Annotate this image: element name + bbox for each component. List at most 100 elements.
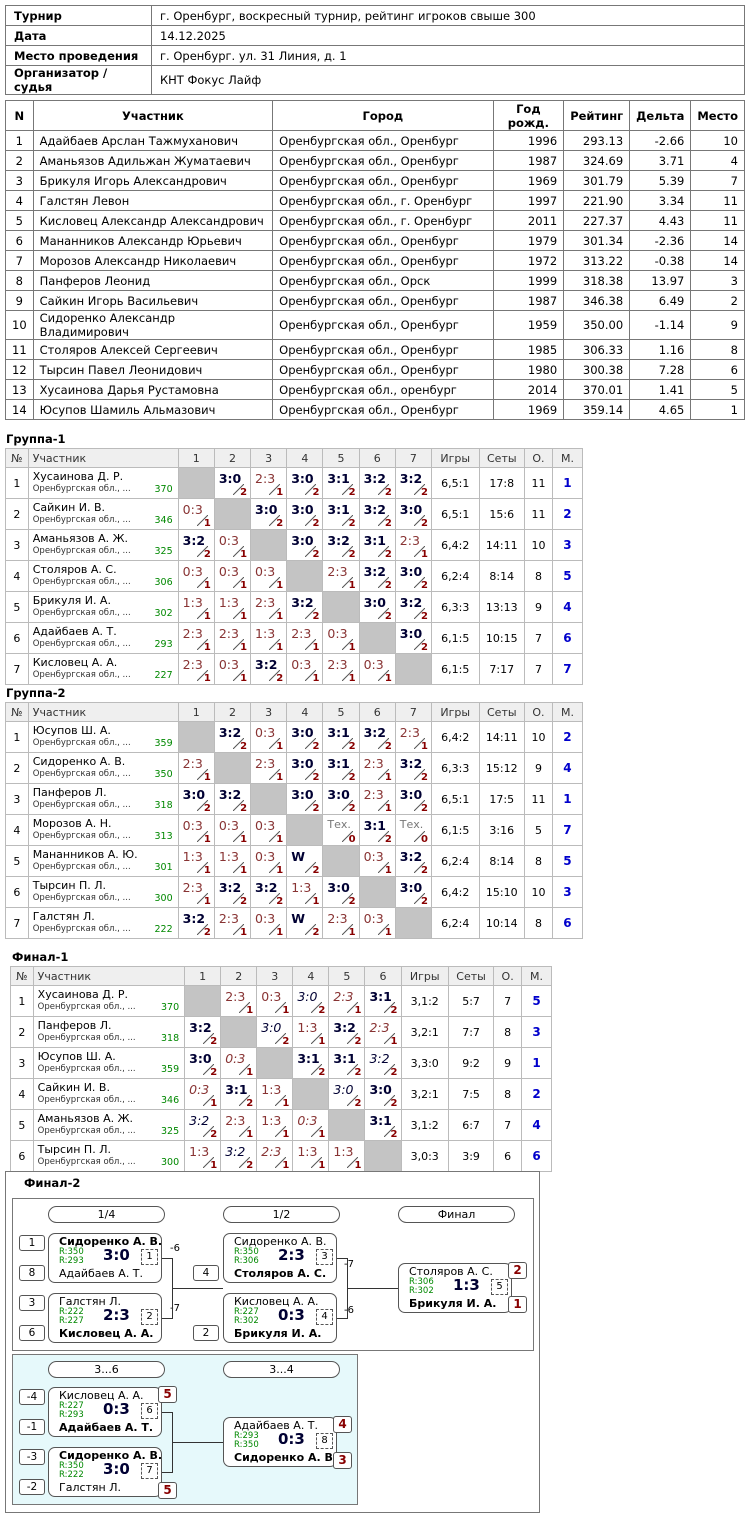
participant-cell: 2014 <box>492 379 565 400</box>
stage-label: Финал <box>398 1206 515 1223</box>
group-1-table: № Участник 1 2 3 4 5 6 7 Игры Сеты О. М. 1 Хусаинова Д… <box>5 448 584 685</box>
participant-cell: Оренбургская обл., г. Оренбург <box>272 190 494 211</box>
match-score: 2:3 <box>333 989 354 1004</box>
match-score: 1:3 <box>291 880 312 895</box>
slash-mark <box>239 1095 251 1106</box>
self-cell <box>213 752 252 784</box>
slash-mark <box>413 769 425 780</box>
match-score-cell: 3:1 2 <box>364 1109 402 1141</box>
match-box: Столяров А. С. Брикуля И. А. R:306 R:302 1:3… <box>398 1263 512 1313</box>
player-name: Юсупов Ш. А. <box>32 724 111 737</box>
group-row: 1 Юсупов Ш. А. Оренбургская обл., ... 359 3:… <box>5 721 584 753</box>
rating-1: R:222 <box>59 1307 84 1317</box>
participant-cell: 301.34 <box>563 230 631 251</box>
match-number: 2 <box>141 1309 158 1325</box>
match-score-cell: 0:3 1 <box>177 814 215 846</box>
games-cell: 6,4:2 <box>430 721 480 753</box>
participant-cell: 1980 <box>492 359 565 380</box>
group-row: 3 Юсупов Ш. А. Оренбургская обл., ... 359 3:… <box>10 1047 552 1079</box>
info-key: Место проведения <box>5 45 152 66</box>
sets-cell: 15:12 <box>478 752 526 784</box>
match-score: 1:3 <box>261 1113 282 1128</box>
player-city: Оренбургская обл., ... <box>32 546 131 556</box>
self-cell <box>286 560 324 592</box>
match-points: 1 <box>210 1098 218 1109</box>
rating-1: R:350 <box>234 1247 259 1257</box>
participant-cell: 4 <box>5 190 34 211</box>
self-cell <box>184 985 222 1017</box>
points-cell: 9 <box>524 591 553 623</box>
match-score: 3:2 <box>399 471 423 486</box>
match-score-cell: 1:3 1 <box>328 1140 366 1172</box>
participant-cell: Оренбургская обл., Оренбург <box>272 150 494 171</box>
match-points: 2 <box>203 803 211 814</box>
player-rating: 302 <box>154 608 173 619</box>
match-box: Галстян Л. Кисловец А. А. R:222 R:227 2:3 2 <box>48 1293 162 1343</box>
match-score: 2:3 <box>182 880 203 895</box>
match-points: 2 <box>421 611 428 622</box>
player-name: Брикуля И. А. <box>32 594 111 607</box>
participant-cell: 1 <box>5 130 34 151</box>
slash-mark <box>383 1002 395 1013</box>
match-points: 1 <box>384 772 392 783</box>
match-points: 2 <box>384 487 392 498</box>
match-points: 2 <box>312 865 320 876</box>
seed-number: -2 <box>19 1479 45 1495</box>
player-name: Аманьязов А. Ж. <box>37 1112 133 1125</box>
match-score-cell: 3:2 2 <box>177 529 215 561</box>
player-city: Оренбургская обл., ... <box>32 769 131 779</box>
match-player-1: Сидоренко А. В. <box>59 1235 163 1248</box>
place-cell: 6 <box>551 907 584 939</box>
match-score: 0:3 <box>218 818 239 833</box>
match-points: 2 <box>210 1036 218 1047</box>
participant-cell: 5 <box>690 379 745 400</box>
loser-ref: -7 <box>344 1259 354 1270</box>
match-points: 2 <box>384 580 392 591</box>
match-player-2: Кисловец А. А. <box>59 1327 154 1340</box>
row-number: 4 <box>10 1078 34 1110</box>
match-points: 2 <box>421 518 428 529</box>
match-score: 2:3 <box>261 1144 282 1159</box>
slash-mark <box>311 1033 323 1044</box>
match-points: 2 <box>348 549 356 560</box>
match-result: 0:3 <box>103 1400 130 1418</box>
participant-cell: 10 <box>690 130 745 151</box>
match-score-cell: 3:0 2 <box>322 783 360 815</box>
games-cell: 6,5:1 <box>430 498 480 530</box>
sets-cell: 17:5 <box>478 783 526 815</box>
match-points: 1 <box>240 611 248 622</box>
match-score-cell: 3:0 2 <box>286 721 324 753</box>
match-points: 1 <box>348 927 356 938</box>
match-player-1: Галстян Л. <box>59 1295 122 1308</box>
slash-mark <box>239 1157 251 1168</box>
column-header: 6 <box>364 966 402 986</box>
match-points: 2 <box>312 611 320 622</box>
match-score: 0:3 <box>182 818 203 833</box>
match-score: 3:0 <box>218 471 242 486</box>
participant-row: 11 Столяров Алексей Сергеевич Оренбургская… <box>5 339 745 360</box>
player-name: Панферов Л. <box>37 1019 112 1032</box>
slash-mark <box>341 670 353 681</box>
match-score-cell: 3:0 2 <box>286 498 324 530</box>
match-points: 1 <box>348 642 356 653</box>
match-score: 3:2 <box>218 787 242 802</box>
player-rating: 318 <box>160 1033 180 1044</box>
participant-cell: -2.36 <box>629 230 692 251</box>
column-header: 5 <box>322 448 360 468</box>
slash-mark <box>377 577 389 588</box>
column-header: 1 <box>184 966 222 986</box>
player-rating: 313 <box>154 831 173 842</box>
match-score-cell: 0:3 1 <box>358 653 396 685</box>
match-score: 2:3 <box>182 756 203 771</box>
match-points: 1 <box>246 1005 254 1016</box>
match-points: 2 <box>240 896 248 907</box>
group-row: 7 Кисловец А. А. Оренбургская обл., ... 227… <box>5 653 584 685</box>
participant-cell: 4 <box>690 150 745 171</box>
participant-cell: 1999 <box>492 270 565 291</box>
participant-cell: Оренбургская обл., Оренбург <box>272 230 494 251</box>
column-header: 1 <box>177 702 215 722</box>
participant-cell: 346.38 <box>563 290 631 311</box>
participant-cell: 8 <box>5 270 34 291</box>
player-cell: Сайкин И. В. Оренбургская обл., ... 346 <box>27 498 179 530</box>
